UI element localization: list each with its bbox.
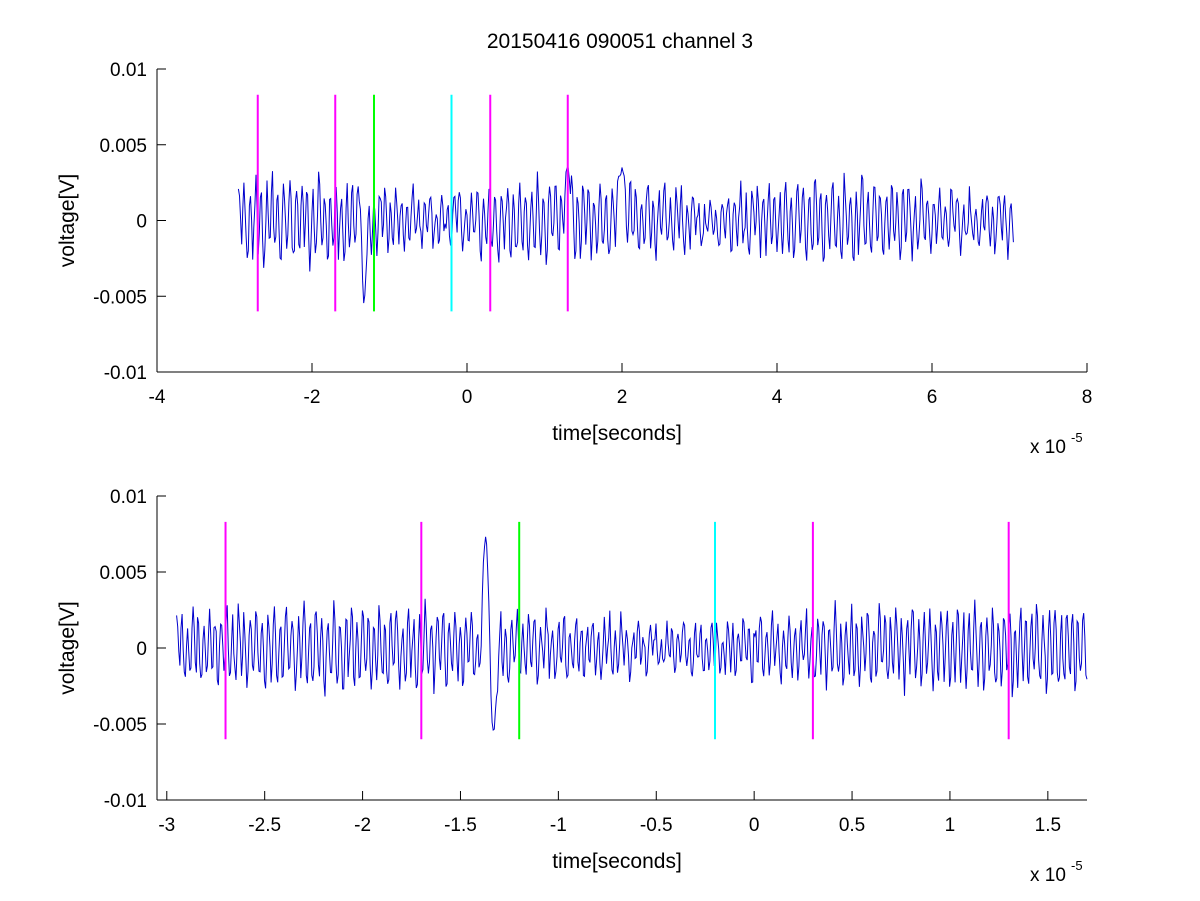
y-tick-label: 0.01 bbox=[110, 487, 147, 508]
y-tick-label: 0 bbox=[136, 639, 147, 660]
x-tick-label: 2 bbox=[617, 387, 628, 408]
x-tick-label: 4 bbox=[772, 387, 783, 408]
x-tick-label: 6 bbox=[927, 387, 938, 408]
top-axes: 0.01 0.005 0 -0.005 -0.01-4 -2 0 2 4 6 8 time[secon… bbox=[56, 60, 1092, 458]
x-tick-label: -2 bbox=[354, 815, 371, 836]
y-tick-label: 0 bbox=[136, 212, 147, 233]
x-multiplier: x 10 bbox=[1030, 865, 1066, 886]
x-tick-label: 1.5 bbox=[1035, 815, 1061, 836]
x-tick-label: 0 bbox=[462, 387, 473, 408]
y-tick-label: -0.005 bbox=[93, 715, 147, 736]
x-multiplier-exponent: -5 bbox=[1071, 430, 1083, 445]
y-axis-label: voltage[V] bbox=[56, 601, 79, 694]
bottom-axes: 0.01 0.005 0 -0.005 -0.01 -3 -2.5 -2 -1.5 -1 -0.5 0… bbox=[56, 487, 1088, 886]
voltage-trace bbox=[176, 536, 1088, 731]
x-tick-label: -1.5 bbox=[444, 815, 477, 836]
y-tick-label: 0.01 bbox=[110, 60, 147, 81]
x-tick-label: 0.5 bbox=[839, 815, 865, 836]
x-multiplier-exponent: -5 bbox=[1071, 858, 1083, 873]
y-tick-label: -0.005 bbox=[93, 287, 147, 308]
x-tick-label: -0.5 bbox=[640, 815, 673, 836]
x-tick-label: -2 bbox=[304, 387, 321, 408]
x-tick-label: -1 bbox=[550, 815, 567, 836]
x-tick-label: 1 bbox=[945, 815, 956, 836]
x-tick-label: -3 bbox=[158, 815, 175, 836]
y-axis-label: voltage[V] bbox=[56, 174, 79, 267]
x-multiplier: x 10 bbox=[1030, 437, 1066, 458]
x-tick-label: -2.5 bbox=[248, 815, 281, 836]
x-tick-label: -4 bbox=[149, 387, 166, 408]
voltage-trace bbox=[237, 167, 1014, 304]
y-tick-label: 0.005 bbox=[99, 136, 147, 157]
x-tick-label: 0 bbox=[749, 815, 760, 836]
figure-title: 20150416 090051 channel 3 bbox=[487, 30, 753, 53]
x-tick-label: 8 bbox=[1082, 387, 1093, 408]
y-tick-label: -0.01 bbox=[104, 791, 147, 812]
y-tick-label: -0.01 bbox=[104, 363, 147, 384]
x-axis-label: time[seconds] bbox=[552, 422, 682, 445]
y-tick-label: 0.005 bbox=[99, 563, 147, 584]
x-axis-label: time[seconds] bbox=[552, 850, 682, 873]
